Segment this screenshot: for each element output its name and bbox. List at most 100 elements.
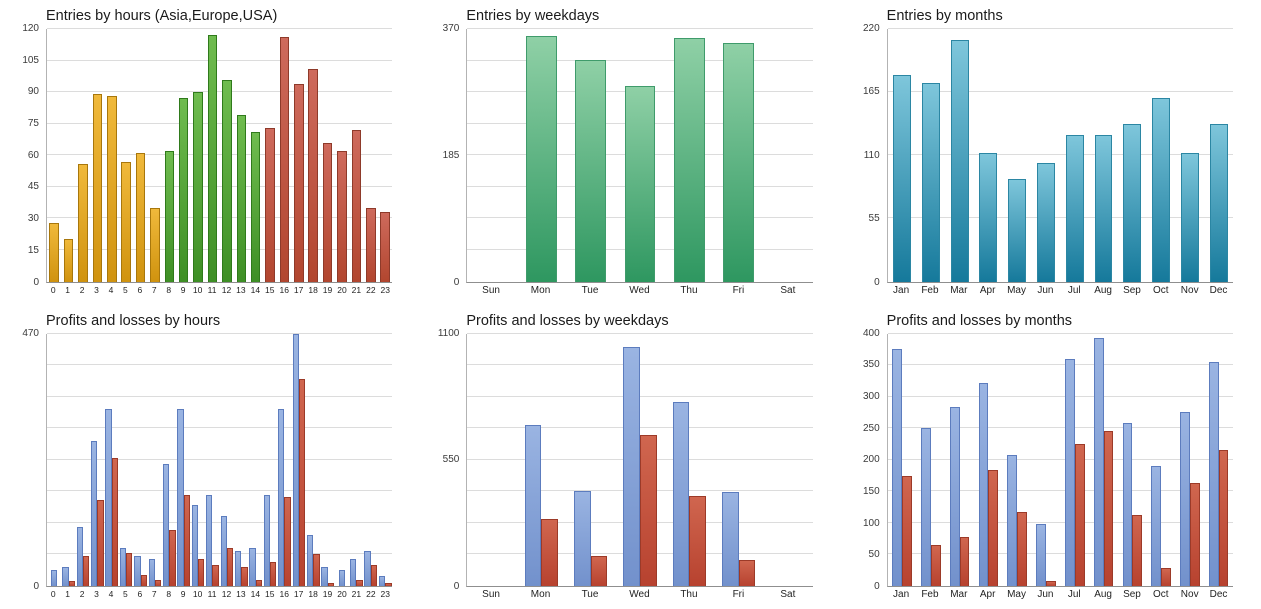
category-slot	[320, 29, 334, 282]
y-axis-tick-label: 185	[442, 149, 460, 161]
chart-body: 0 15 30 45 60 75 90 105 120 0 1 2 3 4 5 6 7 8 9 10 11 12 13 14…	[8, 24, 393, 301]
bar	[255, 579, 262, 586]
category-slot	[378, 29, 392, 282]
category-slot	[191, 334, 205, 586]
bar	[949, 407, 960, 586]
category-slot	[467, 29, 516, 282]
x-axis-label: Jun	[1037, 589, 1054, 600]
chart-body: 0 50 100 150 200 250 300 350 400 Jan Feb Mar Apr May…	[849, 328, 1233, 606]
y-axis-tick-label: 55	[868, 213, 880, 225]
y-axis-tick-label: 90	[27, 86, 39, 98]
chart-title: Entries by months	[886, 8, 1003, 24]
bar	[930, 544, 941, 586]
bar	[236, 115, 247, 282]
category-slot	[105, 334, 119, 586]
y-axis-tick-label: 250	[862, 422, 880, 434]
x-axis-label: Nov	[1180, 284, 1199, 296]
x-axis-label: 11	[207, 589, 217, 599]
x-axis-label: Tue	[581, 284, 599, 296]
bar	[1064, 358, 1075, 586]
x-axis: Sun Mon Tue Wed Thu Fri Sat	[466, 587, 812, 605]
x-axis-label: Mon	[530, 284, 551, 296]
x-axis-label: 9	[180, 589, 186, 599]
bar	[366, 207, 376, 282]
x-axis-label: 16	[279, 589, 289, 599]
bar	[1151, 466, 1162, 586]
bar	[1209, 124, 1228, 282]
y-axis-tick-label: 200	[862, 454, 880, 466]
bar	[351, 130, 362, 282]
chart-title: Entries by hours (Asia,Europe,USA)	[46, 8, 278, 24]
category-slot	[1204, 29, 1233, 282]
y-axis-tick-label: 30	[27, 213, 39, 225]
x-axis-label: Jul	[1067, 284, 1081, 296]
category-slot	[714, 29, 763, 282]
x-axis-label: Nov	[1180, 589, 1199, 600]
gridline	[467, 332, 813, 334]
category-slot	[248, 334, 262, 586]
category-slot	[263, 29, 277, 282]
bar	[198, 559, 205, 586]
bar	[183, 494, 191, 586]
category-slot	[467, 334, 516, 587]
x-axis-label: 3	[94, 589, 99, 599]
category-slot	[1089, 334, 1118, 586]
x-axis-label: Dec	[1209, 589, 1228, 600]
chart-profits-losses-by-weekdays: Profits and losses by weekdays 0 550 1100 …	[420, 305, 840, 609]
x-axis-label: 7	[151, 589, 157, 599]
bar	[284, 497, 291, 586]
x-axis-label: 9	[180, 284, 186, 295]
gridline	[467, 364, 813, 366]
x-axis-label: Thu	[680, 284, 698, 296]
gridline	[887, 364, 1233, 366]
x-axis-label: 23	[380, 589, 391, 599]
category-slot	[916, 29, 945, 282]
x-axis: Jan Feb Mar Apr May Jun Jul Aug Sep Oct Nov Dec	[887, 283, 1233, 301]
bar	[370, 564, 378, 586]
x-axis-label: 17	[293, 284, 304, 295]
bar	[68, 580, 75, 586]
y-axis-tick-label: 15	[27, 244, 39, 256]
category-slot	[292, 29, 306, 282]
category-slot	[974, 334, 1003, 586]
bar	[988, 470, 999, 586]
bar	[121, 161, 131, 282]
x-axis-label: 8	[166, 589, 172, 599]
x-axis-label: Oct	[1153, 284, 1169, 296]
bar	[1189, 483, 1200, 586]
x-axis-label: 8	[166, 284, 172, 295]
bar	[105, 408, 112, 586]
x-axis-label: Fri	[732, 284, 745, 296]
category-slot	[1175, 29, 1204, 282]
y-axis: 0 185 370	[428, 24, 466, 288]
category-slot	[148, 334, 162, 586]
gridline	[47, 28, 393, 29]
bar	[1017, 512, 1027, 586]
bar	[278, 408, 285, 586]
category-slot	[320, 334, 334, 586]
bar	[624, 85, 656, 282]
category-slot	[292, 333, 306, 586]
y-axis-tick-label: 105	[22, 54, 39, 66]
x-axis-label: Sat	[780, 589, 796, 600]
bar	[177, 408, 184, 586]
gridline	[467, 59, 813, 61]
category-slot	[349, 29, 363, 282]
y-axis: 0 15 30 45 60 75 90 105 120	[8, 24, 46, 288]
category-slot	[61, 29, 75, 282]
gridline	[47, 154, 393, 156]
bar	[573, 490, 591, 586]
bar	[1007, 455, 1018, 586]
bar	[979, 152, 998, 282]
x-axis-label: 5	[123, 589, 128, 599]
category-slot	[1003, 29, 1032, 282]
axis-corner	[8, 283, 46, 301]
category-slot	[517, 29, 566, 282]
chart-profits-losses-by-months: Profits and losses by months 0 50 100 150 20…	[841, 305, 1261, 609]
category-slot	[1147, 334, 1176, 586]
x-axis-label: 12	[221, 284, 232, 295]
category-slot	[349, 334, 363, 586]
category-slot	[220, 334, 234, 586]
bar	[313, 553, 320, 586]
